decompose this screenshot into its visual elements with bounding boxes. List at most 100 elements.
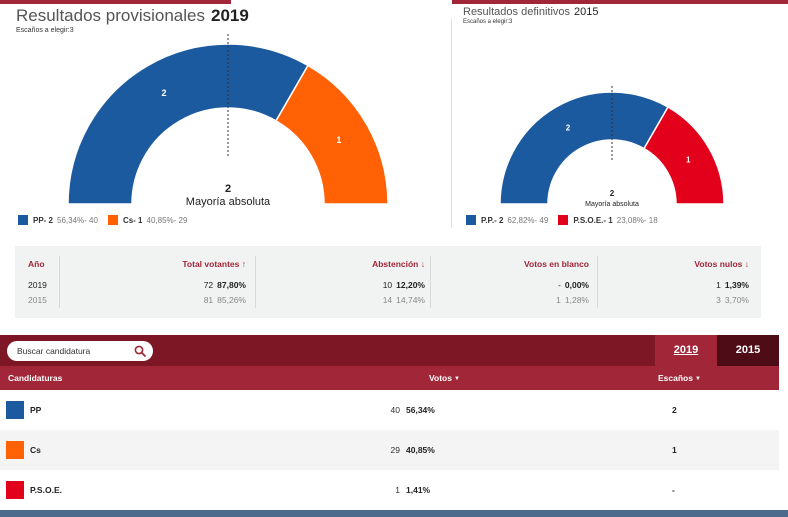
null-votes-label: Votos nulos bbox=[694, 259, 743, 269]
definitive-arcs: 21 bbox=[499, 91, 725, 205]
legend-detail: 40,85%- 29 bbox=[146, 215, 188, 225]
stats-2019-abstention: 10 12,20% bbox=[383, 280, 425, 290]
legend-swatch bbox=[558, 215, 569, 225]
party-seats: 2 bbox=[672, 405, 677, 415]
stats-header-blank[interactable]: Votos en blanco bbox=[523, 259, 589, 269]
seats-header-label: Escaños bbox=[658, 373, 693, 383]
party-name: P.S.O.E. bbox=[30, 485, 62, 495]
party-votes: 40 bbox=[390, 405, 400, 415]
blank-percent: 1,28% bbox=[564, 295, 589, 305]
blank-count: 1 bbox=[556, 295, 561, 305]
null-percent: 1,39% bbox=[724, 280, 749, 290]
results-table-header: Candidaturas Votos ▼ Escaños ▼ bbox=[0, 366, 779, 390]
definitive-legend: P.P.- 2 62,82%- 49 P.S.O.E.- 1 23,08%- 18 bbox=[466, 215, 668, 225]
column-divider bbox=[59, 256, 60, 308]
column-divider bbox=[255, 256, 256, 308]
majority-label: Mayoría absoluta bbox=[585, 201, 639, 208]
search-input[interactable] bbox=[17, 346, 127, 356]
party-votes: 1 bbox=[395, 485, 400, 495]
party-color-swatch bbox=[6, 401, 24, 419]
party-percent: 56,34% bbox=[406, 405, 435, 415]
total-count: 72 bbox=[203, 280, 214, 290]
legend-detail: 56,34%- 40 bbox=[57, 215, 98, 225]
abstention-label: Abstención bbox=[372, 259, 419, 269]
legend-detail: 23,08%- 18 bbox=[616, 215, 658, 225]
definitive-arc-psoe bbox=[642, 105, 725, 205]
definitive-arc-pp bbox=[499, 91, 670, 205]
sort-down-icon: ↓ bbox=[420, 259, 425, 269]
definitive-year: 2015 bbox=[574, 6, 599, 18]
party-votes: 29 bbox=[390, 445, 400, 455]
stats-header-null[interactable]: Votos nulos ↓ bbox=[694, 259, 749, 269]
table-row[interactable]: PP 40 56,34% 2 bbox=[0, 390, 779, 430]
provisional-arc-cs bbox=[274, 64, 389, 205]
table-row[interactable]: P.S.O.E. 1 1,41% - bbox=[0, 470, 779, 510]
tab-2019[interactable]: 2019 bbox=[655, 335, 717, 366]
provisional-legend: PP- 2 56,34%- 40 Cs- 1 40,85%- 29 bbox=[18, 215, 197, 225]
header-accent-bar-right bbox=[452, 0, 788, 4]
definitive-seat-label: 1 bbox=[686, 156, 691, 165]
provisional-arcs: 21 bbox=[67, 43, 389, 205]
panel-divider bbox=[451, 18, 452, 228]
stats-header-year: Año bbox=[28, 259, 45, 269]
legend-swatch bbox=[107, 215, 118, 225]
party-color-swatch bbox=[6, 481, 24, 499]
total-percent: 85,26% bbox=[217, 295, 246, 305]
caret-down-icon: ▼ bbox=[453, 375, 460, 382]
column-header-seats[interactable]: Escaños ▼ bbox=[658, 373, 701, 383]
provisional-seat-label: 2 bbox=[161, 88, 166, 98]
table-row[interactable]: Cs 29 40,85% 1 bbox=[0, 430, 779, 470]
stats-row-2015-year: 2015 bbox=[28, 295, 47, 305]
stats-2019-null: 1 1,39% bbox=[716, 280, 749, 290]
stats-2015-total: 81 85,26% bbox=[204, 295, 246, 305]
caret-down-icon: ▼ bbox=[694, 375, 701, 382]
stats-2015-abstention: 14 14,74% bbox=[383, 295, 425, 305]
stats-header-abstention[interactable]: Abstención ↓ bbox=[372, 259, 425, 269]
majority-number: 2 bbox=[610, 189, 615, 198]
footer-bar bbox=[0, 510, 788, 517]
definitive-hemicycle-chart: 21 2 Mayoría absoluta bbox=[499, 86, 725, 208]
definitive-subtitle: Escaños a elegir:3 bbox=[463, 19, 513, 25]
search-box[interactable] bbox=[7, 341, 153, 361]
votes-header-label: Votos bbox=[429, 373, 452, 383]
abstention-percent: 12,20% bbox=[396, 280, 425, 290]
total-voters-label: Total votantes bbox=[182, 259, 240, 269]
legend-label: P.S.O.E.- 1 bbox=[573, 215, 613, 225]
provisional-arc-pp bbox=[67, 43, 310, 205]
majority-label: Mayoría absoluta bbox=[186, 196, 271, 208]
party-percent: 40,85% bbox=[406, 445, 435, 455]
null-count: 3 bbox=[716, 295, 721, 305]
provisional-year: 2019 bbox=[211, 6, 249, 25]
party-name: PP bbox=[30, 405, 42, 415]
legend-label: Cs- 1 bbox=[122, 215, 143, 225]
column-header-party: Candidaturas bbox=[8, 373, 63, 383]
tab-2015[interactable]: 2015 bbox=[717, 335, 779, 366]
legend-detail: 62,82%- 49 bbox=[507, 215, 549, 225]
stats-2019-total: 72 87,80% bbox=[204, 280, 246, 290]
header-accent-bar-left bbox=[0, 0, 231, 4]
party-seats: - bbox=[672, 485, 675, 495]
party-percent: 1,41% bbox=[406, 485, 431, 495]
abstention-count: 10 bbox=[382, 280, 393, 290]
stats-2015-blank: 1 1,28% bbox=[556, 295, 589, 305]
party-name: Cs bbox=[30, 445, 41, 455]
provisional-hemicycle-chart: 21 2 Mayoría absoluta bbox=[67, 34, 389, 208]
blank-percent: 0,00% bbox=[564, 280, 589, 290]
sort-up-icon: ↑ bbox=[241, 259, 246, 269]
legend-label: P.P.- 2 bbox=[481, 215, 504, 225]
null-percent: 3,70% bbox=[724, 295, 749, 305]
legend-swatch bbox=[466, 215, 476, 225]
column-header-votes[interactable]: Votos ▼ bbox=[429, 373, 460, 383]
total-percent: 87,80% bbox=[217, 280, 246, 290]
column-divider bbox=[597, 256, 598, 308]
provisional-subtitle: Escaños a elegir:3 bbox=[16, 27, 74, 34]
stats-row-2019-year: 2019 bbox=[28, 280, 47, 290]
provisional-title: Resultados provisionales 2019 bbox=[16, 6, 249, 26]
abstention-percent: 14,74% bbox=[396, 295, 425, 305]
party-color-swatch bbox=[6, 441, 24, 459]
abstention-count: 14 bbox=[382, 295, 393, 305]
total-count: 81 bbox=[203, 295, 214, 305]
stats-2019-blank: -0,00% bbox=[558, 280, 589, 290]
search-icon[interactable] bbox=[134, 345, 146, 357]
stats-header-total-voters[interactable]: Total votantes ↑ bbox=[182, 259, 246, 269]
